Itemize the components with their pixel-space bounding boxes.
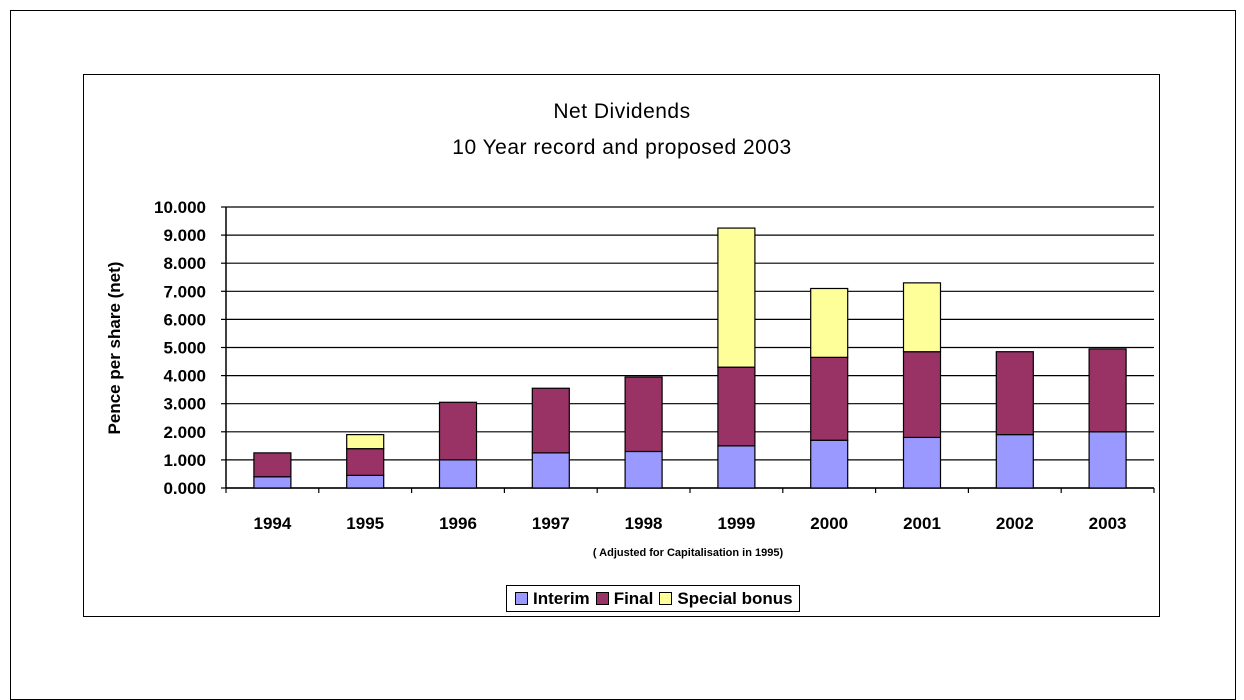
legend-label-special-bonus: Special bonus (677, 588, 793, 608)
x-tick-label: 1995 (346, 514, 384, 533)
bar-final-1996 (438, 401, 478, 461)
x-tick-label: 1999 (717, 514, 755, 533)
bar-final-2001 (902, 351, 942, 439)
x-tick-label: 1994 (253, 514, 291, 533)
bar-interim-2000 (810, 439, 849, 489)
y-tick-label: 8.000 (163, 254, 206, 273)
y-tick-label: 4.000 (163, 367, 206, 386)
bar-interim-2002 (995, 434, 1034, 489)
bar-final-2003 (1088, 348, 1127, 433)
y-tick-label: 3.000 (163, 395, 206, 414)
x-tick-label: 1997 (532, 514, 570, 533)
bar-final-1998 (624, 376, 663, 453)
x-tick-label: 2000 (810, 514, 848, 533)
x-axis-note: ( Adjusted for Capitalisation in 1995) (593, 547, 784, 559)
y-tick-label: 10.000 (154, 198, 206, 217)
bar-special-bonus-2000 (810, 287, 849, 358)
bar-interim-1999 (717, 445, 756, 489)
x-tick-label: 2002 (996, 514, 1034, 533)
bar-interim-1996 (438, 459, 478, 489)
x-tick-label: 1996 (439, 514, 477, 533)
y-tick-label: 2.000 (163, 423, 206, 442)
bar-final-1997 (531, 387, 570, 454)
bar-final-1999 (717, 366, 756, 447)
y-tick-label: 5.000 (163, 339, 206, 358)
legend-swatch-final (595, 592, 609, 605)
bar-special-bonus-1999 (717, 227, 756, 368)
chart-area (83, 74, 1160, 617)
bar-interim-1998 (624, 450, 663, 489)
legend-label-final: Final (613, 588, 654, 608)
bar-interim-1994 (253, 476, 292, 489)
bar-interim-2001 (902, 436, 942, 489)
chart-title: Net Dividends (553, 100, 691, 123)
legend-item-interim: Interim (515, 589, 590, 609)
y-tick-label: 6.000 (163, 310, 206, 329)
legend-swatch-special-bonus (659, 592, 673, 605)
bar-final-2002 (995, 351, 1034, 436)
legend: Interim Final Special bonus (506, 585, 800, 612)
bar-interim-1995 (346, 474, 385, 489)
x-tick-label: 1998 (625, 514, 663, 533)
y-tick-label: 9.000 (163, 226, 206, 245)
legend-swatch-interim (515, 592, 528, 605)
x-tick-label: 2001 (903, 514, 941, 533)
y-tick-label: 1.000 (163, 451, 206, 470)
plot-area: 0.000 1.000 2.000 3.000 4.000 5.000 6.000 7.000… (154, 198, 1155, 559)
y-tick-label: 7.000 (163, 282, 206, 301)
legend-label-interim: Interim (533, 588, 590, 608)
x-tick-label: 2003 (1089, 514, 1127, 533)
legend-item-final: Final (595, 588, 654, 609)
bar-interim-2003 (1088, 431, 1127, 489)
bar-special-bonus-2001 (902, 282, 942, 353)
chart-subtitle: 10 Year record and proposed 2003 (452, 136, 792, 159)
bar-final-1994 (253, 452, 292, 478)
bar-interim-1997 (531, 452, 570, 489)
y-tick-label: 0.000 (163, 479, 206, 498)
bar-final-1995 (346, 448, 385, 476)
bar-final-2000 (810, 356, 849, 441)
bar-special-bonus-1995 (346, 434, 385, 450)
legend-item-special-bonus: Special bonus (659, 588, 793, 609)
